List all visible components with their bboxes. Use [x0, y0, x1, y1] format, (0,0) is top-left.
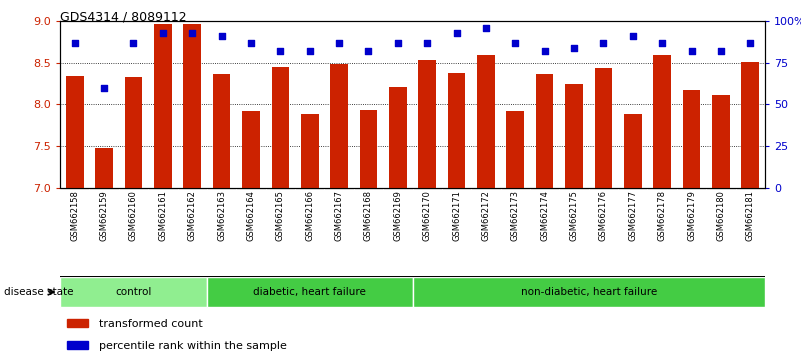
Bar — [624, 114, 642, 188]
Point — [626, 33, 639, 39]
Bar — [95, 148, 113, 188]
Point — [156, 30, 169, 36]
Text: diabetic, heart failure: diabetic, heart failure — [253, 287, 366, 297]
Text: GSM662171: GSM662171 — [452, 190, 461, 241]
Point — [656, 40, 669, 46]
Bar — [183, 24, 201, 188]
Point — [480, 25, 493, 31]
Point — [685, 48, 698, 54]
Bar — [389, 87, 407, 188]
Point — [450, 30, 463, 36]
Point — [362, 48, 375, 54]
Text: GSM662173: GSM662173 — [511, 190, 520, 241]
Point — [744, 40, 757, 46]
Text: GSM662178: GSM662178 — [658, 190, 666, 241]
Bar — [66, 76, 83, 188]
Text: transformed count: transformed count — [99, 319, 203, 329]
Text: GSM662166: GSM662166 — [305, 190, 314, 241]
Text: GSM662159: GSM662159 — [99, 190, 109, 241]
Text: GSM662175: GSM662175 — [570, 190, 578, 241]
Bar — [301, 114, 319, 188]
Bar — [125, 77, 143, 188]
Point — [68, 40, 81, 46]
Bar — [360, 110, 377, 188]
Bar — [712, 95, 730, 188]
Point — [714, 48, 727, 54]
Bar — [272, 67, 289, 188]
Point — [244, 40, 257, 46]
Text: GSM662168: GSM662168 — [364, 190, 373, 241]
Bar — [330, 64, 348, 188]
Bar — [67, 341, 88, 349]
Text: GSM662163: GSM662163 — [217, 190, 226, 241]
Text: disease state: disease state — [4, 287, 74, 297]
Bar — [67, 319, 88, 327]
Text: GSM662174: GSM662174 — [540, 190, 549, 241]
Text: control: control — [115, 287, 151, 297]
Bar — [594, 68, 612, 188]
Bar — [448, 73, 465, 188]
Text: GSM662176: GSM662176 — [599, 190, 608, 241]
Bar — [506, 111, 524, 188]
Text: GSM662164: GSM662164 — [247, 190, 256, 241]
Text: GSM662172: GSM662172 — [481, 190, 490, 241]
Point — [186, 30, 199, 36]
Text: percentile rank within the sample: percentile rank within the sample — [99, 341, 287, 351]
Point — [392, 40, 405, 46]
Text: GSM662158: GSM662158 — [70, 190, 79, 241]
Text: GSM662177: GSM662177 — [628, 190, 638, 241]
Point — [509, 40, 521, 46]
Bar — [60, 277, 207, 307]
Text: GSM662170: GSM662170 — [423, 190, 432, 241]
Bar — [418, 59, 436, 188]
Bar — [413, 277, 765, 307]
Text: GSM662179: GSM662179 — [687, 190, 696, 241]
Text: GSM662181: GSM662181 — [746, 190, 755, 241]
Text: GSM662167: GSM662167 — [335, 190, 344, 241]
Point — [597, 40, 610, 46]
Text: GSM662161: GSM662161 — [159, 190, 167, 241]
Text: non-diabetic, heart failure: non-diabetic, heart failure — [521, 287, 657, 297]
Bar — [213, 74, 231, 188]
Bar — [207, 277, 413, 307]
Bar — [742, 62, 759, 188]
Bar — [536, 74, 553, 188]
Point — [274, 48, 287, 54]
Bar — [154, 24, 171, 188]
Point — [568, 45, 581, 51]
Text: GSM662180: GSM662180 — [716, 190, 726, 241]
Bar — [477, 55, 495, 188]
Bar — [682, 90, 700, 188]
Bar — [242, 111, 260, 188]
Bar — [566, 84, 583, 188]
Point — [332, 40, 345, 46]
Text: GSM662162: GSM662162 — [187, 190, 197, 241]
Text: GDS4314 / 8089112: GDS4314 / 8089112 — [60, 11, 187, 24]
Point — [127, 40, 140, 46]
Bar — [654, 55, 671, 188]
Point — [98, 85, 111, 91]
Text: GSM662169: GSM662169 — [393, 190, 402, 241]
Point — [538, 48, 551, 54]
Point — [215, 33, 228, 39]
Text: GSM662160: GSM662160 — [129, 190, 138, 241]
Point — [421, 40, 433, 46]
Point — [304, 48, 316, 54]
Text: GSM662165: GSM662165 — [276, 190, 285, 241]
